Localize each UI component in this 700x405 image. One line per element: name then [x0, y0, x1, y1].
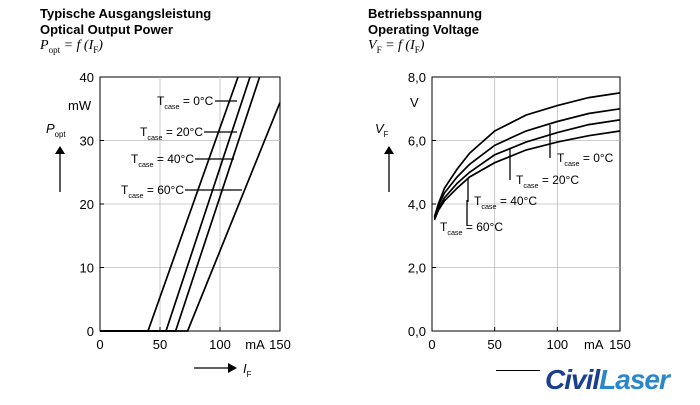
y-tick-label-vf: 4,0 — [408, 197, 426, 212]
right-chart-title-de: Betriebsspannung — [368, 6, 483, 21]
x-unit-popt: mA — [245, 337, 265, 352]
y-tick-label-vf: 2,0 — [408, 261, 426, 276]
x-tick-label-vf: 0 — [428, 337, 435, 352]
x-tick-label-popt: 100 — [209, 337, 231, 352]
left-chart-title-de: Typische Ausgangsleistung — [40, 6, 212, 21]
y-tick-label-popt: 40 — [80, 70, 94, 85]
right-chart-title-en: Operating Voltage — [368, 22, 479, 37]
series-line-popt-3 — [100, 102, 281, 332]
series-label-vf-0: Tcase = 0°C — [557, 151, 614, 168]
y-tick-label-popt: 0 — [87, 324, 94, 339]
y-unit-popt: mW — [68, 98, 92, 113]
y-tick-label-vf: 8,0 — [408, 70, 426, 85]
y-axis-label-vf: VF — [375, 121, 389, 139]
left-chart-formula: Popt = f (IF) — [40, 38, 103, 55]
x-tick-label-popt: 150 — [269, 337, 291, 352]
x-tick-label-vf: 100 — [546, 337, 568, 352]
series-label-popt-2: Tcase = 40°C — [131, 152, 194, 169]
series-line-vf-1 — [433, 107, 621, 217]
series-line-vf-2 — [433, 119, 621, 219]
y-axis-arrow-head-vf — [384, 146, 394, 154]
y-tick-label-vf: 6,0 — [408, 134, 426, 149]
x-tick-label-vf: 150 — [609, 337, 631, 352]
y-tick-label-popt: 20 — [80, 197, 94, 212]
x-tick-label-vf: 50 — [487, 337, 501, 352]
series-line-vf-0 — [433, 92, 621, 217]
y-tick-label-popt: 10 — [80, 261, 94, 276]
civillaser-logo: CivilLaser — [545, 364, 670, 395]
left-chart-title-en: Optical Output Power — [40, 22, 173, 37]
series-label-popt-0: Tcase = 0°C — [157, 94, 214, 111]
x-axis-arrow-head-popt — [228, 363, 237, 373]
series-label-vf-3: Tcase = 60°C — [440, 220, 503, 237]
series-label-popt-1: Tcase = 20°C — [140, 125, 203, 142]
x-axis-label-popt: IF — [243, 361, 252, 379]
series-label-vf-1: Tcase = 20°C — [516, 173, 579, 190]
divider-line — [496, 370, 540, 371]
right-chart-formula: VF = f (IF) — [368, 38, 425, 55]
x-unit-vf: mA — [584, 337, 604, 352]
y-unit-vf: V — [410, 95, 419, 110]
y-tick-label-vf: 0,0 — [408, 324, 426, 339]
series-line-vf-3 — [433, 130, 621, 221]
series-label-popt-3: Tcase = 60°C — [121, 183, 184, 200]
series-label-vf-2: Tcase = 40°C — [474, 194, 537, 211]
y-tick-label-popt: 30 — [80, 134, 94, 149]
y-axis-label-popt: Popt — [46, 121, 66, 139]
x-tick-label-popt: 50 — [153, 337, 167, 352]
y-axis-arrow-head-popt — [55, 146, 65, 154]
x-tick-label-popt: 0 — [96, 337, 103, 352]
